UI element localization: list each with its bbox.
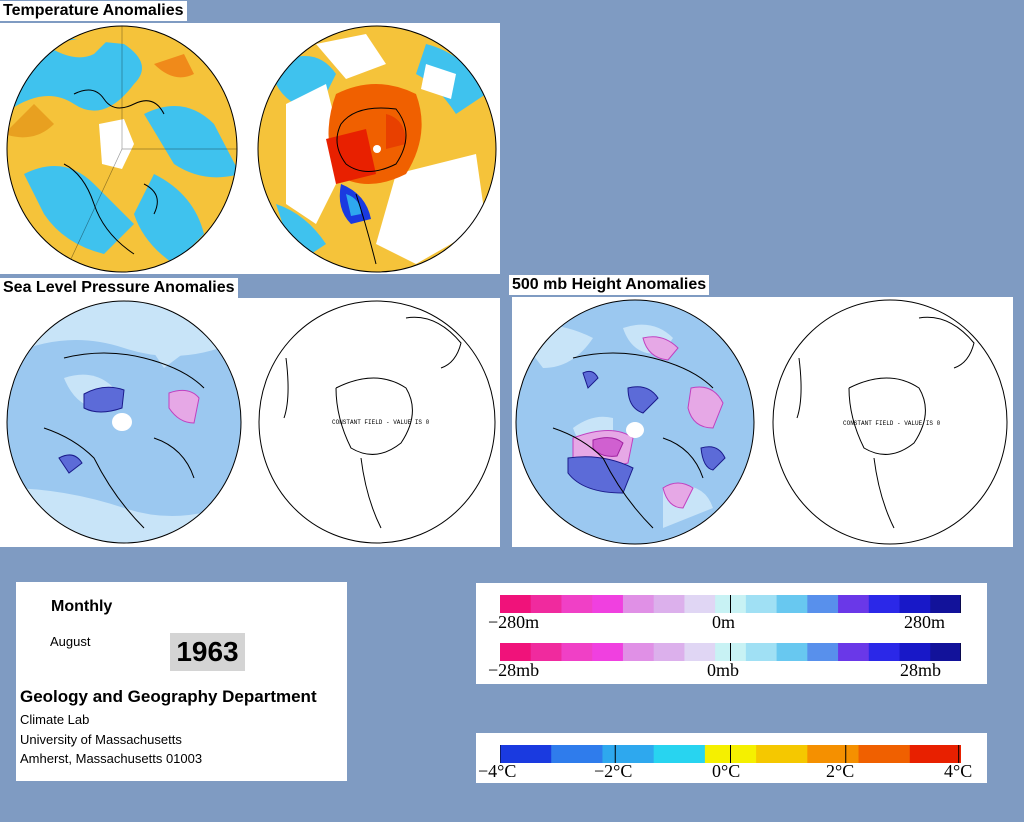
color-swatch: [684, 595, 716, 613]
color-swatch: [500, 745, 552, 763]
height500-constant-field-label: CONSTANT FIELD - VALUE IS 0: [843, 420, 941, 427]
temp-label-1: −4°C: [478, 761, 517, 781]
anomaly-legend: −280m 0m 280m −28mb 0mb 28mb: [476, 583, 987, 684]
southern-hemisphere-500mb-map: CONSTANT FIELD - VALUE IS 0: [772, 299, 1008, 545]
pressure-max-label: 28mb: [900, 660, 942, 680]
temperature-anomalies-title: Temperature Anomalies: [0, 1, 187, 21]
color-swatch: [909, 745, 961, 763]
color-swatch: [838, 643, 870, 661]
frequency-label: Monthly: [51, 598, 113, 615]
slp-panel: CONSTANT FIELD - VALUE IS 0: [0, 298, 500, 547]
color-swatch: [653, 745, 706, 763]
color-swatch: [653, 643, 685, 661]
color-swatch: [745, 595, 778, 613]
pressure-color-bar: [500, 643, 961, 661]
pressure-mid-label: 0mb: [707, 660, 740, 680]
university-label: University of Massachusetts: [20, 732, 182, 747]
temperature-legend: −4°C −2°C 0°C 2°C 4°C: [476, 733, 987, 783]
color-swatch: [622, 643, 655, 661]
color-swatch: [500, 595, 532, 613]
northern-hemisphere-500mb-map: [515, 299, 755, 545]
color-swatch: [899, 643, 931, 661]
color-swatch: [561, 643, 593, 661]
height500-anomalies-title: 500 mb Height Anomalies: [509, 275, 710, 295]
color-swatch: [776, 643, 808, 661]
color-swatch: [838, 595, 870, 613]
height500-panel: CONSTANT FIELD - VALUE IS 0: [512, 297, 1013, 547]
color-swatch: [868, 643, 901, 661]
height-color-bar: [500, 595, 961, 613]
temp-label-4: 2°C: [826, 761, 855, 781]
lab-label: Climate Lab: [20, 712, 90, 727]
color-swatch: [622, 595, 655, 613]
color-swatch: [930, 643, 961, 661]
temp-label-3: 0°C: [712, 761, 741, 781]
color-swatch: [684, 643, 716, 661]
temp-label-5: 4°C: [944, 761, 973, 781]
height-max-label: 280m: [904, 612, 946, 632]
color-swatch: [653, 595, 685, 613]
color-swatch: [868, 595, 901, 613]
temp-label-2: −2°C: [594, 761, 633, 781]
color-swatch: [551, 745, 603, 763]
color-swatch: [530, 595, 562, 613]
northern-hemisphere-temperature-map: [6, 25, 238, 273]
color-swatch: [745, 643, 778, 661]
color-swatch: [592, 595, 624, 613]
color-swatch: [858, 745, 911, 763]
year-label: 1963: [170, 633, 245, 671]
address-label: Amherst, Massachusetts 01003: [20, 751, 203, 766]
color-swatch: [807, 643, 839, 661]
month-label: August: [50, 634, 91, 649]
color-swatch: [592, 643, 624, 661]
color-swatch: [500, 643, 532, 661]
color-swatch: [807, 595, 839, 613]
department-label: Geology and Geography Department: [20, 687, 317, 706]
height-min-label: −280m: [488, 612, 540, 632]
temperature-panel: [0, 23, 500, 274]
color-swatch: [930, 595, 961, 613]
slp-constant-field-label: CONSTANT FIELD - VALUE IS 0: [332, 419, 430, 426]
color-swatch: [776, 595, 808, 613]
northern-hemisphere-slp-map: [6, 300, 242, 544]
slp-anomalies-title: Sea Level Pressure Anomalies: [0, 278, 238, 298]
color-swatch: [530, 643, 562, 661]
info-box: Monthly August 1963 Geology and Geograph…: [16, 582, 347, 781]
color-swatch: [561, 595, 593, 613]
color-swatch: [899, 595, 931, 613]
temperature-color-bar: [500, 745, 961, 763]
height-mid-label: 0m: [712, 612, 736, 632]
southern-hemisphere-temperature-map: [257, 25, 497, 273]
pressure-min-label: −28mb: [488, 660, 540, 680]
color-swatch: [756, 745, 808, 763]
southern-hemisphere-slp-map: CONSTANT FIELD - VALUE IS 0: [258, 300, 496, 544]
